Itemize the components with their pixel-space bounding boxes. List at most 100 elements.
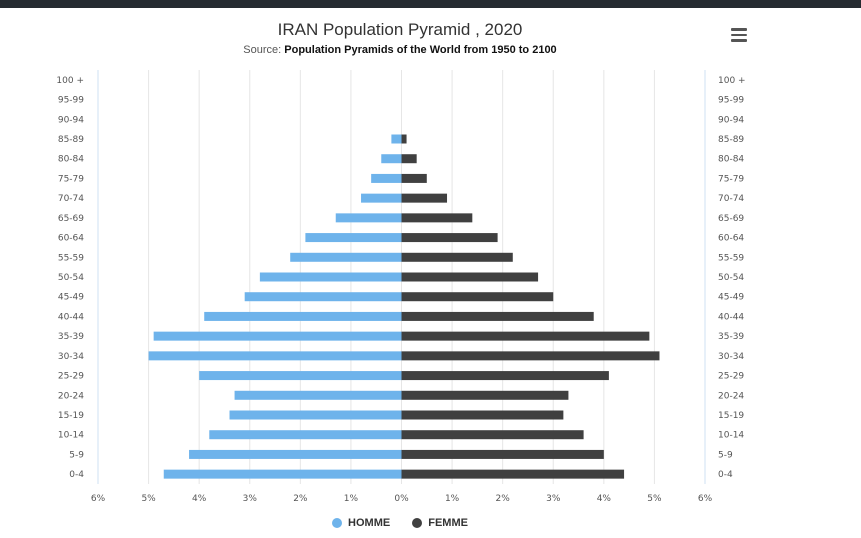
y-tick-label-left: 75-79	[58, 174, 84, 184]
bar-homme-75-79[interactable]	[371, 173, 402, 183]
bar-homme-30-34[interactable]	[148, 351, 402, 361]
y-tick-label-right: 60-64	[718, 234, 744, 244]
bar-femme-5-9[interactable]	[401, 449, 604, 459]
bar-homme-65-69[interactable]	[335, 213, 402, 223]
x-tick-label: 6%	[698, 494, 713, 504]
y-tick-label-left: 10-14	[58, 431, 84, 441]
y-tick-label-right: 35-39	[718, 332, 744, 342]
bar-homme-35-39[interactable]	[153, 331, 402, 341]
bar-homme-10-14[interactable]	[209, 430, 402, 440]
y-tick-label-left: 70-74	[58, 194, 84, 204]
legend-item-homme[interactable]: HOMME	[332, 517, 390, 529]
y-tick-label-right: 75-79	[718, 174, 744, 184]
legend-item-femme[interactable]: FEMME	[412, 517, 468, 529]
y-tick-label-right: 100 +	[718, 76, 746, 86]
bar-femme-35-39[interactable]	[401, 331, 650, 341]
y-tick-label-right: 50-54	[718, 273, 744, 283]
y-tick-label-left: 65-69	[58, 214, 84, 224]
bar-femme-65-69[interactable]	[401, 213, 473, 223]
y-tick-label-right: 0-4	[718, 470, 733, 480]
bar-femme-50-54[interactable]	[401, 272, 539, 282]
y-tick-label-left: 95-99	[58, 96, 84, 106]
bar-femme-75-79[interactable]	[401, 173, 427, 183]
bar-femme-10-14[interactable]	[401, 430, 584, 440]
bar-homme-45-49[interactable]	[244, 292, 402, 302]
subtitle-prefix: Source:	[243, 44, 285, 56]
y-tick-label-left: 30-34	[58, 352, 84, 362]
legend-dot-femme	[412, 518, 423, 528]
y-tick-label-right: 15-19	[718, 411, 744, 421]
bar-femme-70-74[interactable]	[401, 193, 448, 203]
y-tick-label-left: 35-39	[58, 332, 84, 342]
bar-homme-15-19[interactable]	[229, 410, 402, 420]
legend-dot-homme	[332, 518, 343, 528]
x-tick-label: 3%	[546, 494, 561, 504]
y-tick-label-right: 25-29	[718, 372, 744, 382]
bar-femme-25-29[interactable]	[401, 371, 609, 381]
y-tick-label-left: 100 +	[56, 76, 84, 86]
bar-homme-5-9[interactable]	[189, 449, 402, 459]
y-tick-label-left: 60-64	[58, 234, 84, 244]
bar-femme-60-64[interactable]	[401, 233, 498, 243]
y-tick-label-left: 15-19	[58, 411, 84, 421]
x-tick-label: 2%	[496, 494, 511, 504]
y-tick-label-left: 5-9	[69, 450, 84, 460]
y-tick-label-right: 65-69	[718, 214, 744, 224]
y-tick-label-right: 40-44	[718, 312, 744, 322]
subtitle-source: Population Pyramids of the World from 19…	[284, 44, 557, 56]
bar-homme-70-74[interactable]	[361, 193, 402, 203]
hamburger-menu-icon[interactable]	[728, 26, 750, 44]
y-tick-label-right: 55-59	[718, 253, 744, 263]
x-tick-label: 1%	[445, 494, 460, 504]
y-tick-label-right: 70-74	[718, 194, 744, 204]
y-tick-label-right: 90-94	[718, 115, 744, 125]
y-tick-label-left: 20-24	[58, 391, 84, 401]
chart-legend: HOMME FEMME	[0, 517, 800, 529]
y-tick-label-left: 90-94	[58, 115, 84, 125]
y-tick-label-left: 25-29	[58, 372, 84, 382]
x-tick-label: 5%	[647, 494, 662, 504]
y-tick-label-right: 10-14	[718, 431, 744, 441]
y-tick-label-right: 80-84	[718, 155, 744, 165]
bar-homme-50-54[interactable]	[259, 272, 402, 282]
bar-femme-45-49[interactable]	[401, 292, 554, 302]
x-tick-label: 0%	[394, 494, 409, 504]
y-tick-label-left: 80-84	[58, 155, 84, 165]
bar-femme-85-89[interactable]	[401, 134, 407, 144]
chart-subtitle: Source: Population Pyramids of the World…	[0, 44, 800, 56]
bar-femme-40-44[interactable]	[401, 311, 594, 321]
y-tick-label-right: 30-34	[718, 352, 744, 362]
x-tick-label: 6%	[91, 494, 106, 504]
y-tick-label-left: 50-54	[58, 273, 84, 283]
y-tick-label-left: 0-4	[69, 470, 84, 480]
window-top-bar	[0, 0, 861, 8]
bar-homme-55-59[interactable]	[290, 252, 402, 262]
y-tick-label-left: 45-49	[58, 293, 84, 303]
bar-homme-80-84[interactable]	[381, 154, 402, 164]
bar-femme-0-4[interactable]	[401, 469, 625, 479]
bar-femme-30-34[interactable]	[401, 351, 660, 361]
bar-femme-15-19[interactable]	[401, 410, 564, 420]
x-tick-label: 5%	[141, 494, 156, 504]
bar-homme-0-4[interactable]	[163, 469, 402, 479]
x-tick-label: 4%	[597, 494, 612, 504]
y-tick-label-left: 55-59	[58, 253, 84, 263]
x-tick-label: 4%	[192, 494, 207, 504]
y-tick-label-left: 85-89	[58, 135, 84, 145]
bar-homme-20-24[interactable]	[234, 390, 402, 400]
x-tick-label: 3%	[243, 494, 258, 504]
bar-homme-60-64[interactable]	[305, 233, 402, 243]
y-tick-label-right: 20-24	[718, 391, 744, 401]
legend-label-femme: FEMME	[428, 517, 468, 529]
bar-femme-80-84[interactable]	[401, 154, 417, 164]
bar-homme-85-89[interactable]	[391, 134, 402, 144]
bar-homme-25-29[interactable]	[199, 371, 402, 381]
bar-femme-55-59[interactable]	[401, 252, 513, 262]
x-tick-label: 1%	[344, 494, 359, 504]
bar-homme-40-44[interactable]	[204, 311, 402, 321]
y-tick-label-right: 5-9	[718, 450, 733, 460]
bar-femme-20-24[interactable]	[401, 390, 569, 400]
legend-label-homme: HOMME	[348, 517, 391, 529]
y-tick-label-left: 40-44	[58, 312, 84, 322]
